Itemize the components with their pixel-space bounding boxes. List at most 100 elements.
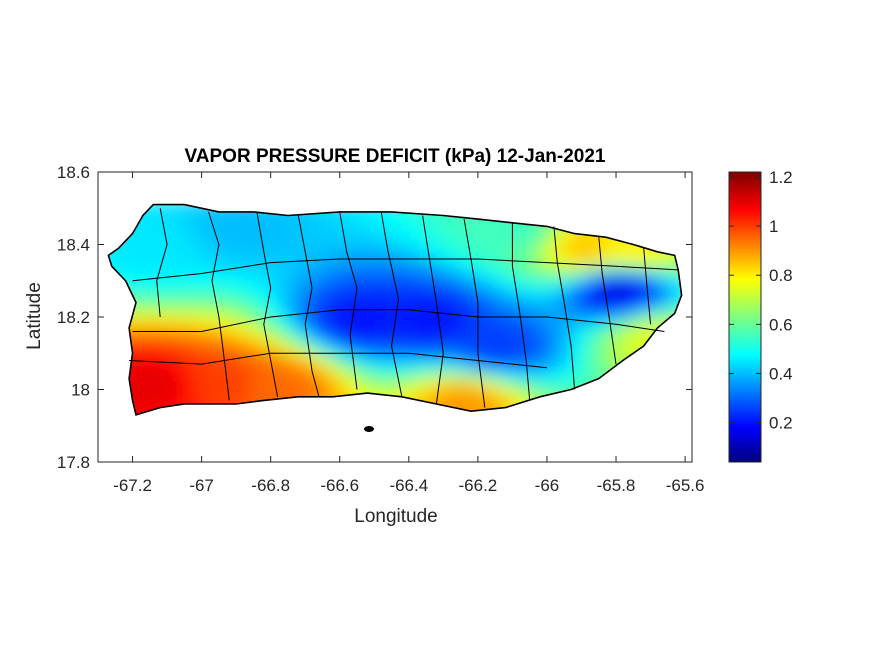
field-cell bbox=[412, 300, 423, 311]
field-cell bbox=[394, 345, 405, 356]
field-cell bbox=[241, 354, 252, 365]
field-cell bbox=[295, 273, 306, 284]
field-cell bbox=[331, 372, 342, 383]
field-cell bbox=[223, 282, 234, 293]
field-cell bbox=[385, 381, 396, 392]
field-cell bbox=[313, 381, 324, 392]
field-cell bbox=[547, 264, 558, 275]
field-cell bbox=[601, 300, 612, 311]
field-cell bbox=[187, 354, 198, 365]
field-cell bbox=[385, 354, 396, 365]
field-cell bbox=[304, 363, 315, 374]
field-cell bbox=[421, 363, 432, 374]
field-cell bbox=[484, 354, 495, 365]
field-cell bbox=[268, 219, 279, 230]
field-cell bbox=[619, 273, 630, 284]
field-cell bbox=[367, 264, 378, 275]
field-cell bbox=[214, 210, 225, 221]
field-cell bbox=[574, 255, 585, 266]
field-cell bbox=[286, 300, 297, 311]
field-cell bbox=[196, 300, 207, 311]
field-cell bbox=[664, 282, 675, 293]
field-cell bbox=[160, 372, 171, 383]
field-cell bbox=[646, 264, 657, 275]
field-cell bbox=[403, 237, 414, 248]
field-cell bbox=[187, 372, 198, 383]
field-cell bbox=[601, 354, 612, 365]
field-cell bbox=[529, 282, 540, 293]
field-cell bbox=[322, 318, 333, 329]
field-cell bbox=[160, 363, 171, 374]
field-cell bbox=[511, 309, 522, 320]
municipality-boundaries bbox=[129, 208, 679, 408]
field-cell bbox=[142, 300, 153, 311]
field-cell bbox=[223, 237, 234, 248]
field-cell bbox=[466, 264, 477, 275]
field-cell bbox=[439, 336, 450, 347]
field-cell bbox=[205, 354, 216, 365]
field-cell bbox=[151, 327, 162, 338]
field-cell bbox=[178, 246, 189, 257]
field-cell bbox=[322, 273, 333, 284]
field-cell bbox=[394, 318, 405, 329]
field-cell bbox=[133, 228, 144, 239]
field-cell bbox=[511, 264, 522, 275]
field-cell bbox=[385, 327, 396, 338]
field-cell bbox=[520, 381, 531, 392]
field-cell bbox=[286, 372, 297, 383]
field-cell bbox=[340, 264, 351, 275]
field-cell bbox=[574, 336, 585, 347]
field-cell bbox=[412, 282, 423, 293]
field-cell bbox=[367, 219, 378, 230]
field-cell bbox=[457, 291, 468, 302]
field-cell bbox=[538, 246, 549, 257]
field-cell bbox=[358, 246, 369, 257]
field-cell bbox=[241, 273, 252, 284]
field-cell bbox=[304, 336, 315, 347]
field-cell bbox=[277, 345, 288, 356]
x-tick-label: -66.2 bbox=[459, 476, 498, 495]
field-cell bbox=[304, 210, 315, 221]
field-cell bbox=[394, 228, 405, 239]
field-cell bbox=[583, 345, 594, 356]
field-cell bbox=[475, 345, 486, 356]
field-cell bbox=[421, 327, 432, 338]
field-cell bbox=[592, 327, 603, 338]
field-cell bbox=[547, 345, 558, 356]
field-cell bbox=[187, 246, 198, 257]
field-cell bbox=[592, 237, 603, 248]
field-cell bbox=[520, 237, 531, 248]
field-cell bbox=[583, 327, 594, 338]
field-cell bbox=[151, 390, 162, 401]
field-cell bbox=[610, 246, 621, 257]
field-cell bbox=[178, 282, 189, 293]
field-cell bbox=[196, 219, 207, 230]
field-cell bbox=[178, 300, 189, 311]
field-cell bbox=[178, 255, 189, 266]
field-cell bbox=[358, 372, 369, 383]
field-cell bbox=[511, 318, 522, 329]
field-cell bbox=[466, 399, 477, 410]
field-cell bbox=[295, 327, 306, 338]
field-cell bbox=[493, 354, 504, 365]
field-cell bbox=[160, 327, 171, 338]
field-cell bbox=[250, 219, 261, 230]
field-cell bbox=[133, 399, 144, 410]
field-cell bbox=[205, 327, 216, 338]
field-cell bbox=[349, 255, 360, 266]
field-cell bbox=[331, 228, 342, 239]
field-cell bbox=[241, 336, 252, 347]
field-cell bbox=[142, 210, 153, 221]
field-cell bbox=[259, 390, 270, 401]
field-cell bbox=[205, 273, 216, 284]
field-cell bbox=[376, 228, 387, 239]
field-cell bbox=[259, 282, 270, 293]
field-cell bbox=[547, 282, 558, 293]
field-cell bbox=[592, 318, 603, 329]
field-cell bbox=[394, 363, 405, 374]
field-cell bbox=[232, 264, 243, 275]
field-cell bbox=[592, 291, 603, 302]
field-cell bbox=[259, 255, 270, 266]
field-cell bbox=[277, 264, 288, 275]
field-cell bbox=[394, 246, 405, 257]
